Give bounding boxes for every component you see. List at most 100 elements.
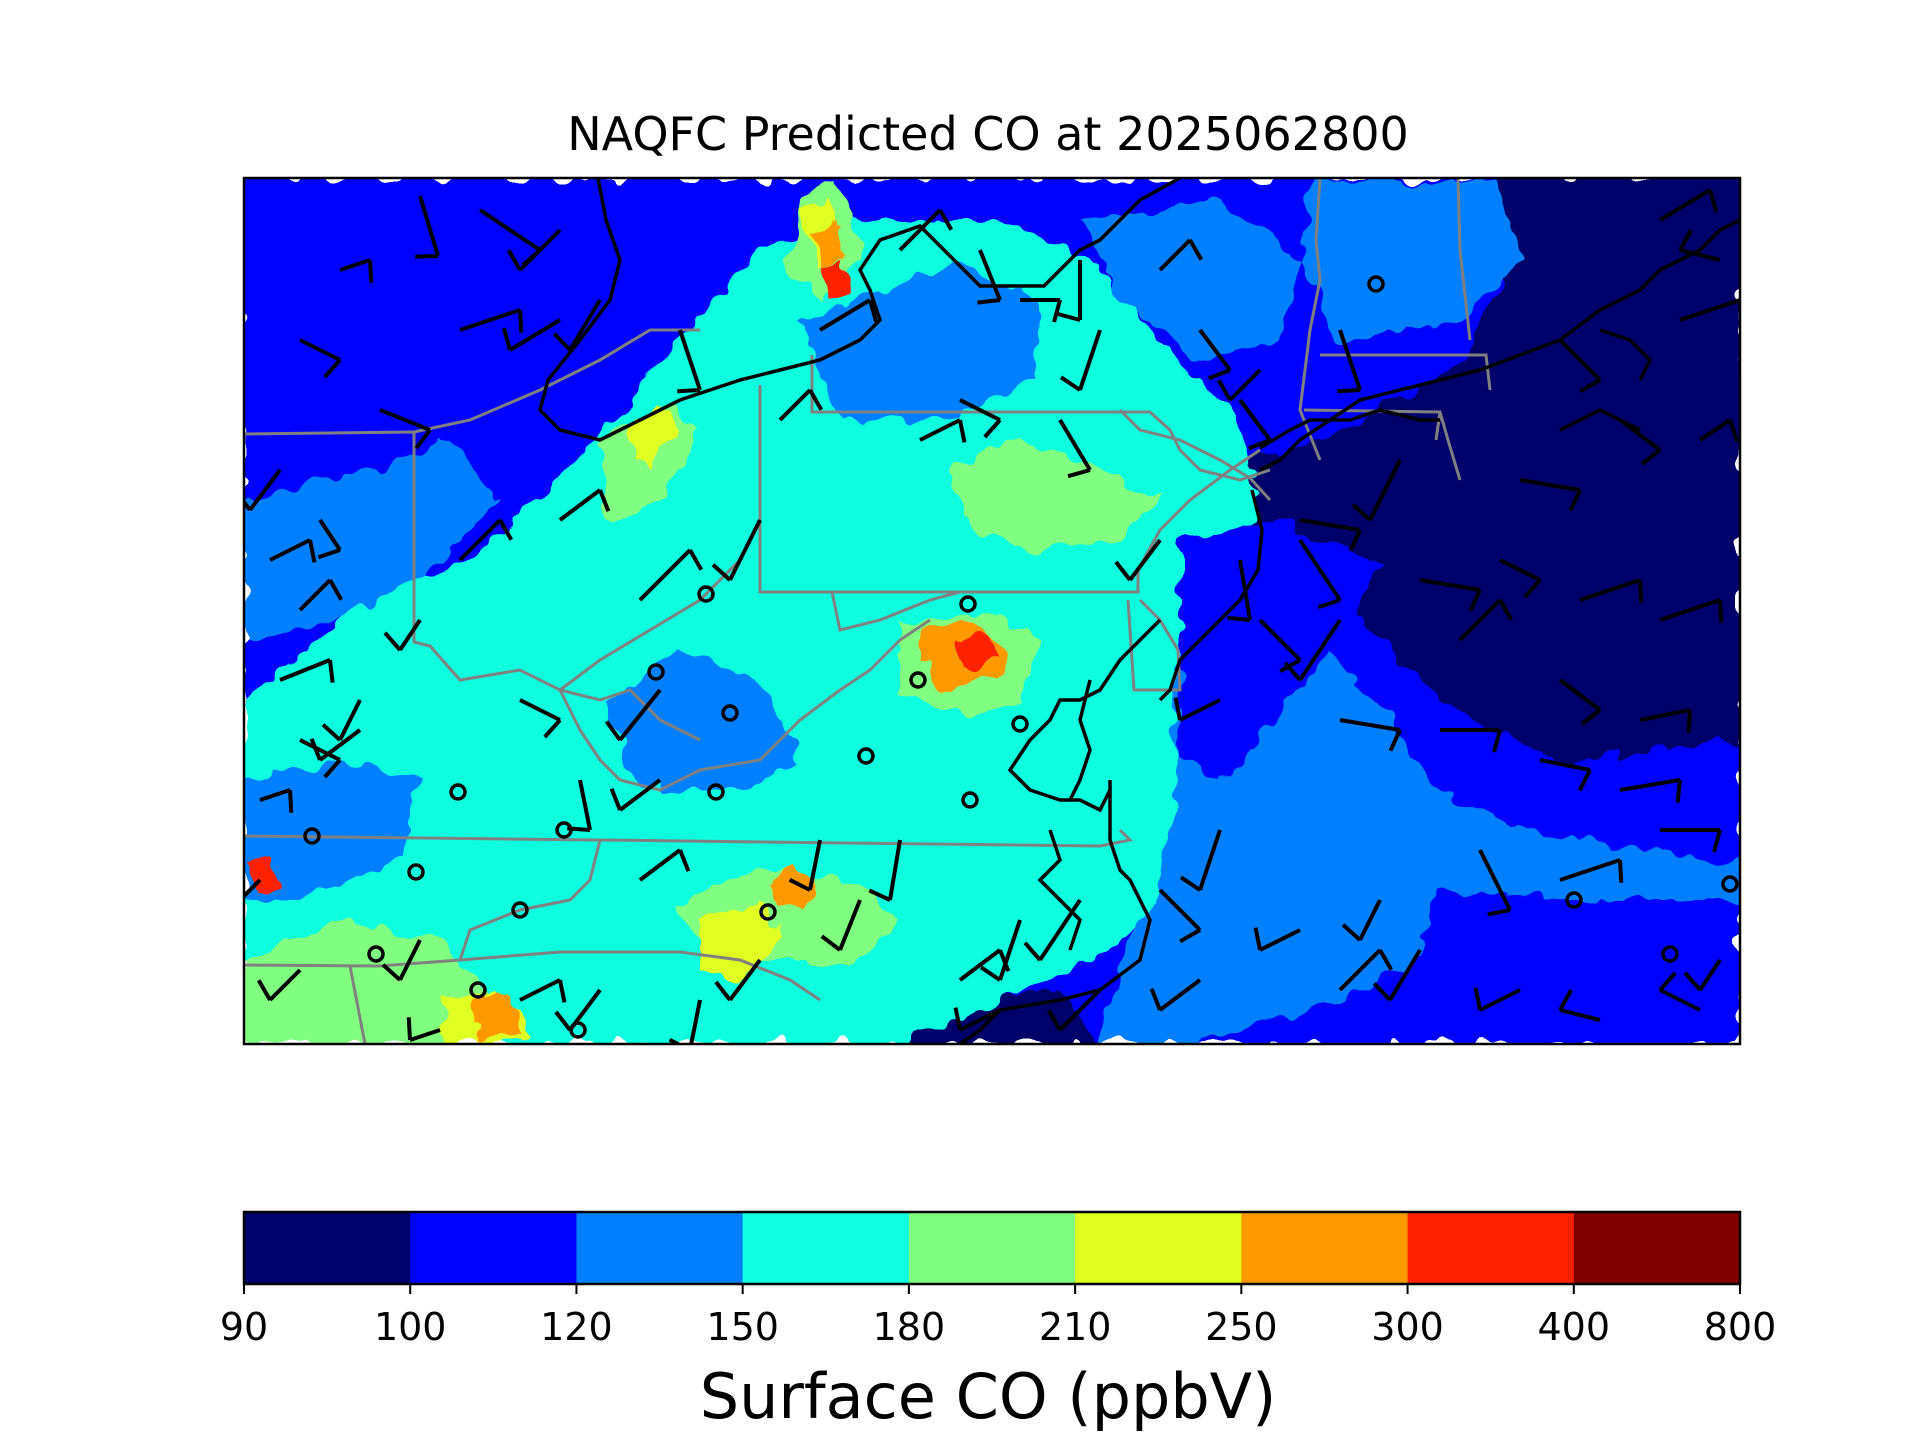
coastline: [1259, 408, 1440, 450]
wind-barb: [958, 948, 1011, 982]
colorbar-segment: [244, 1212, 411, 1284]
wind-barb: [1659, 598, 1724, 623]
wind-barb: [1216, 368, 1262, 402]
wind-barb: [818, 298, 879, 332]
wind-barb: [1679, 298, 1740, 323]
state-border: [244, 828, 1134, 848]
station-marker: [961, 791, 979, 809]
wind-barb: [979, 919, 1022, 982]
wind-barb: [868, 839, 902, 902]
station-marker: [469, 981, 487, 999]
wind-barb: [339, 258, 374, 283]
wind-barb: [788, 839, 822, 892]
wind-barb: [458, 518, 514, 562]
wind-barb: [1058, 418, 1092, 479]
station-marker: [511, 901, 529, 919]
wind-barb: [1678, 229, 1721, 262]
wind-barb: [558, 488, 611, 522]
coastline: [1007, 618, 1162, 813]
colorbar-tick-label: 180: [873, 1305, 946, 1349]
wind-barb: [1658, 188, 1719, 222]
field-nw-blue: [244, 178, 620, 340]
station-marker: [1721, 875, 1739, 893]
field-nw-blue-2: [244, 360, 480, 500]
station-marker: [647, 663, 665, 681]
wind-barb: [1372, 948, 1422, 1002]
wind-barb: [977, 249, 1002, 305]
wind-barb: [1698, 418, 1740, 443]
wind-barb: [1478, 849, 1512, 917]
colorbar-segment: [1573, 1212, 1741, 1284]
field-orange-nc: [770, 870, 820, 910]
wind-barb: [1639, 708, 1692, 733]
colorbar-tick-label: 90: [220, 1305, 268, 1349]
state-border: [830, 590, 961, 632]
wind-barbs: [244, 188, 1740, 1044]
colorbar-segment: [1075, 1212, 1242, 1284]
wind-barb: [1440, 728, 1502, 753]
wind-barb: [1057, 260, 1082, 322]
wind-barb: [668, 999, 702, 1044]
wind-barb: [1619, 778, 1682, 803]
wind-barb: [1023, 898, 1082, 962]
wind-barb: [1337, 329, 1362, 394]
wind-barb: [256, 968, 302, 1002]
station-marker: [857, 747, 875, 765]
field-land-blue-pa: [800, 260, 1040, 420]
station-marker: [1011, 715, 1029, 733]
station-marker: [909, 671, 927, 689]
wind-barb: [1499, 558, 1542, 599]
wind-barb: [1179, 829, 1222, 892]
monitoring-stations: [303, 275, 1739, 1039]
wind-barb: [1618, 418, 1662, 466]
station-marker: [959, 595, 977, 613]
wind-barb: [1059, 329, 1102, 392]
colorbar-tick-label: 150: [706, 1305, 779, 1349]
wind-barb: [1338, 948, 1394, 992]
field-land-blue-ny: [1080, 200, 1300, 360]
state-border: [458, 839, 602, 961]
wind-barb: [919, 418, 967, 443]
wind-barb: [1158, 238, 1204, 272]
colorbar-segment: [410, 1212, 577, 1284]
colorbar-tick-label: 100: [374, 1305, 447, 1349]
wind-barb: [778, 388, 824, 422]
field-red-dc: [960, 636, 1000, 672]
wind-barb: [299, 738, 342, 779]
colorbar: [244, 1212, 1741, 1284]
wind-barb: [609, 778, 662, 812]
wind-barb: [298, 578, 344, 612]
wind-barb: [959, 398, 1002, 439]
wind-barb: [1458, 598, 1514, 642]
colorbar-tick-label: 120: [540, 1305, 613, 1349]
colorbar-ticks: 90 100 120 150 180 210 250 300 400 800: [220, 1284, 1776, 1349]
station-marker: [721, 704, 739, 722]
colorbar-segment: [1241, 1212, 1409, 1284]
wind-barb: [299, 338, 342, 379]
station-marker: [707, 783, 725, 801]
field-land-blue-wv: [600, 650, 800, 790]
wind-barb: [279, 658, 335, 683]
state-border: [244, 430, 701, 742]
coastline: [538, 178, 1181, 442]
wind-barb: [1020, 298, 1062, 323]
wind-barb: [317, 518, 342, 560]
wind-barb: [1519, 478, 1582, 512]
station-marker: [569, 1021, 587, 1039]
state-border: [1298, 178, 1322, 461]
wind-barb: [953, 1007, 1001, 1032]
state-border: [413, 328, 700, 434]
colorbar-frame: [242, 1210, 1742, 1286]
field-ocean-low-south: [900, 990, 1100, 1044]
co-field: [244, 178, 1740, 1044]
wind-barb: [820, 899, 862, 952]
wind-barb: [1660, 828, 1722, 853]
wind-barb: [1683, 958, 1722, 992]
wind-barb: [1173, 697, 1221, 722]
station-marker: [367, 945, 385, 963]
wind-barb: [1558, 989, 1601, 1022]
station-marker: [449, 783, 467, 801]
state-border: [1434, 178, 1472, 441]
